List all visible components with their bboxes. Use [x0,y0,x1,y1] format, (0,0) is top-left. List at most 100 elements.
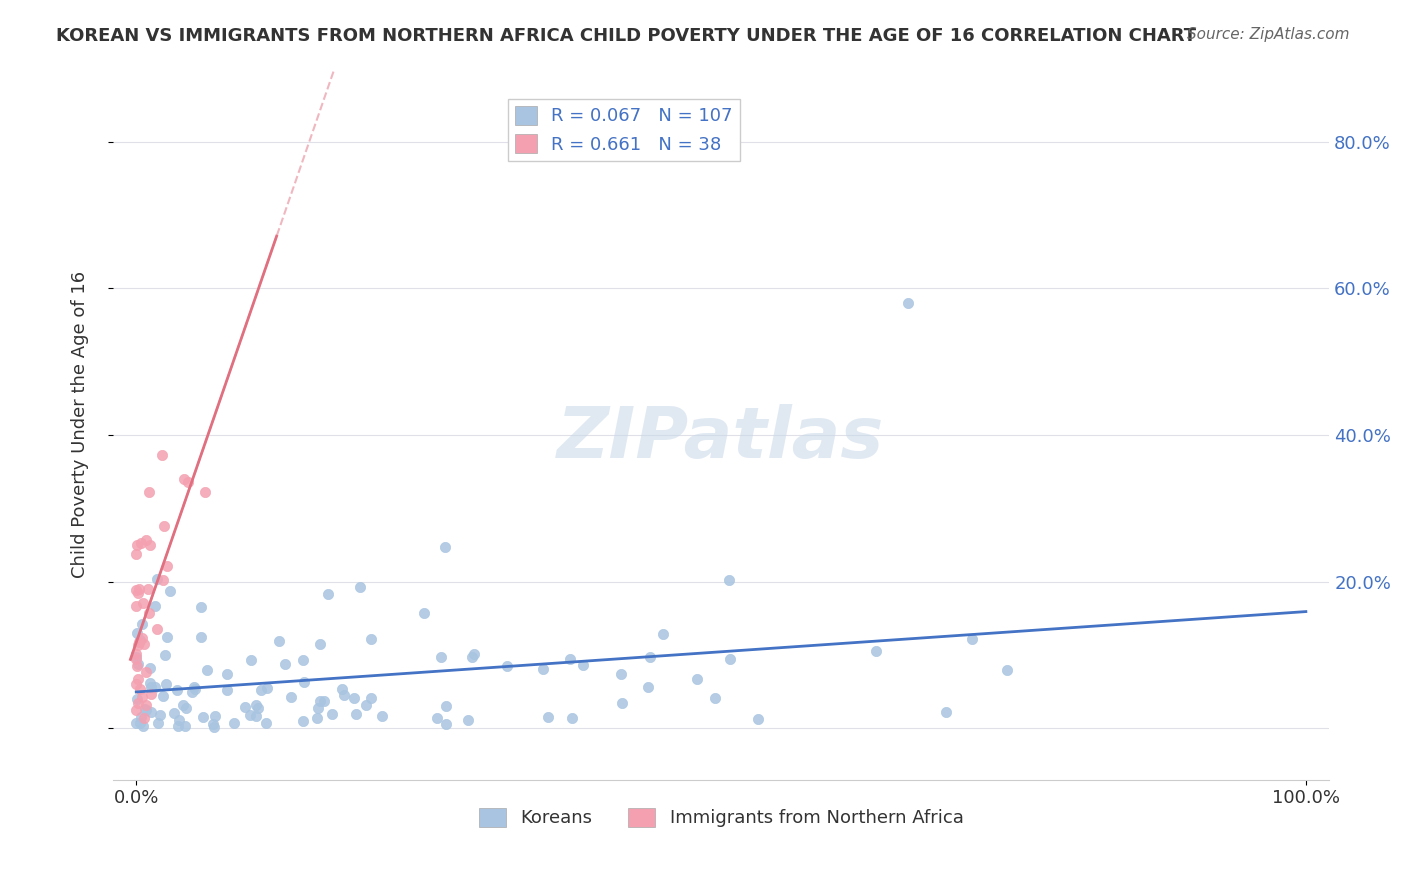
Point [496,659,519,673]
Point [333,688,356,702]
Point [307,701,329,715]
Point [215,683,238,698]
Point [156,559,179,574]
Point [125,547,148,561]
Point [747,712,769,726]
Point [704,690,727,705]
Point [463,647,485,661]
Point [245,709,267,723]
Point [127,672,149,686]
Point [183,680,205,694]
Point [150,448,173,462]
Point [610,697,633,711]
Point [245,698,267,712]
Point [194,485,217,500]
Point [125,703,148,717]
Point [360,691,382,706]
Point [127,639,149,653]
Point [149,708,172,723]
Point [190,599,212,614]
Point [309,636,332,650]
Point [127,696,149,710]
Point [125,650,148,665]
Point [167,718,190,732]
Point [434,699,457,714]
Point [685,672,707,686]
Point [292,714,315,728]
Text: Source: ZipAtlas.com: Source: ZipAtlas.com [1187,27,1350,42]
Point [191,710,214,724]
Point [184,681,207,696]
Point [132,718,155,732]
Point [344,706,367,721]
Point [173,719,195,733]
Point [215,667,238,681]
Point [125,658,148,673]
Point [640,649,662,664]
Point [291,653,314,667]
Point [131,632,153,646]
Point [125,583,148,598]
Point [250,683,273,698]
Text: KOREAN VS IMMIGRANTS FROM NORTHERN AFRICA CHILD POVERTY UNDER THE AGE OF 16 CORR: KOREAN VS IMMIGRANTS FROM NORTHERN AFRIC… [56,27,1197,45]
Point [717,574,740,588]
Point [267,634,290,648]
Point [132,596,155,610]
Point [308,693,330,707]
Point [153,519,176,533]
Point [128,582,150,596]
Point [637,681,659,695]
Point [128,716,150,731]
Point [139,687,162,701]
Point [995,663,1018,677]
Point [256,681,278,695]
Point [274,657,297,672]
Point [254,716,277,731]
Point [430,649,453,664]
Point [131,616,153,631]
Point [125,691,148,706]
Point [129,710,152,724]
Point [132,637,155,651]
Point [190,630,212,644]
Point [143,681,166,695]
Point [434,717,457,731]
Point [239,708,262,723]
Point [139,538,162,552]
Point [131,690,153,704]
Point [195,663,218,677]
Point [146,572,169,586]
Point [246,701,269,715]
Point [330,682,353,697]
Point [896,296,918,310]
Point [314,694,336,708]
Point [181,684,204,698]
Point [129,633,152,648]
Point [128,635,150,649]
Point [202,716,225,731]
Point [343,691,366,706]
Point [321,706,343,721]
Point [163,706,186,720]
Point [139,661,162,675]
Point [135,533,157,548]
Point [235,700,257,714]
Point [960,632,983,646]
Point [127,539,149,553]
Point [558,652,581,666]
Point [134,703,156,717]
Point [202,720,225,734]
Point [935,705,957,719]
Point [426,711,449,725]
Point [292,674,315,689]
Legend: Koreans, Immigrants from Northern Africa: Koreans, Immigrants from Northern Africa [471,801,970,835]
Point [413,606,436,620]
Point [652,627,675,641]
Point [159,583,181,598]
Point [316,587,339,601]
Point [155,648,177,663]
Point [138,606,160,620]
Point [127,586,149,600]
Point [354,698,377,712]
Point [172,698,194,712]
